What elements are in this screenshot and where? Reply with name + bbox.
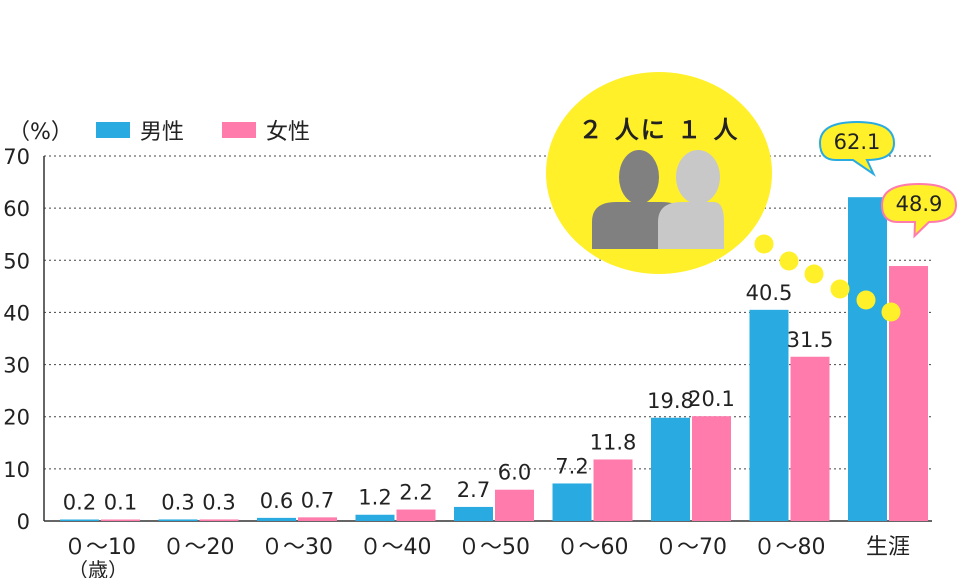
legend-label-female: 女性 (266, 120, 311, 145)
x-tick-label: ０～70 (655, 535, 727, 560)
value-label: 62.1 (834, 130, 881, 154)
value-label: 20.1 (688, 387, 735, 411)
value-label: 0.2 (63, 491, 96, 515)
value-label: 40.5 (746, 281, 793, 305)
connector-dots (754, 234, 901, 322)
y-tick-label: 10 (3, 458, 30, 482)
y-tick-labels: 0 10 20 30 40 50 60 70 (3, 145, 30, 534)
connector-dot (779, 251, 799, 271)
bar-female-5 (593, 459, 633, 521)
bar-male-1 (158, 519, 198, 521)
bar-male-2 (257, 517, 296, 521)
bar-female-7 (790, 356, 830, 521)
bar-female-1 (199, 519, 239, 521)
value-label: 0.3 (161, 490, 194, 514)
bar-male-0 (60, 519, 99, 521)
two-in-one-callout: ２ 人に １ 人 (546, 72, 772, 274)
legend-item-male: 男性 (96, 116, 185, 145)
bar-female-3 (396, 509, 436, 521)
x-tick-label: ０～20 (163, 535, 235, 560)
value-label: 0.3 (202, 490, 235, 514)
y-tick-label: 60 (3, 197, 30, 221)
legend-swatch-male (96, 122, 130, 138)
value-label: 11.8 (590, 430, 637, 454)
bubble-female (880, 182, 958, 239)
bar-male-4 (454, 506, 493, 521)
value-label: 0.6 (260, 489, 293, 513)
value-label: 19.8 (647, 389, 694, 413)
x-tick-label: ０～30 (261, 535, 333, 560)
y-tick-label: 50 (3, 249, 30, 273)
x-tick-label: 生涯 (866, 535, 910, 560)
person-light-icon (658, 150, 724, 249)
x-tick-label: ０～40 (360, 535, 432, 560)
bar-female-4 (495, 489, 534, 521)
x-tick-label: ０～10 (64, 535, 136, 560)
x-tick-label: ０～80 (754, 535, 826, 560)
value-label: 6.0 (498, 461, 531, 485)
callout-title: ２ 人に １ 人 (578, 116, 740, 144)
connector-dot (856, 290, 876, 310)
bar-male-5 (552, 483, 592, 521)
value-label: 31.5 (787, 328, 834, 352)
value-label: 48.9 (896, 192, 943, 216)
legend-label-male: 男性 (140, 120, 185, 145)
y-tick-label: 0 (17, 510, 30, 534)
x-tick-label: ０～60 (557, 535, 629, 560)
connector-dot (881, 302, 901, 322)
value-labels: 0.2 0.1 0.3 0.3 0.6 0.7 1.2 2.2 2.7 6.0 7.211.8 19.… (63, 120, 958, 515)
value-label: 7.2 (555, 454, 588, 478)
y-tick-label: 40 (3, 301, 30, 325)
bar-male-6 (651, 417, 690, 521)
connector-dot (754, 234, 774, 254)
value-label: 2.7 (457, 478, 490, 502)
y-tick-label: 20 (3, 406, 30, 430)
bar-male-8 (848, 197, 887, 521)
y-tick-label: 30 (3, 354, 30, 378)
x-tick-label: ０～50 (458, 535, 530, 560)
callout-graphic (546, 72, 772, 274)
y-tick-label: 70 (3, 145, 30, 169)
connector-dot (804, 264, 824, 284)
bubble-male (818, 120, 896, 177)
bar-male-3 (355, 514, 395, 521)
legend-item-female: 女性 (222, 116, 311, 145)
bar-female-0 (101, 519, 140, 521)
value-label: 1.2 (358, 486, 391, 510)
value-label: 2.2 (399, 481, 432, 505)
value-label: 0.1 (104, 491, 137, 515)
legend-swatch-female (222, 122, 256, 138)
bar-female-2 (298, 517, 337, 521)
y-axis-unit-label: （%） (8, 120, 73, 145)
x-tick-labels: ０～10 ０～20 ０～30 ０～40 ０～50 ０～60 ０～70 ０～80 生涯 （歳） (64, 535, 910, 578)
bars (60, 197, 928, 521)
bar-male-7 (749, 309, 789, 521)
connector-dot (830, 279, 850, 299)
x-axis-unit-label: （歳） (68, 558, 128, 578)
bar-female-6 (692, 416, 731, 521)
value-label: 0.7 (301, 488, 334, 512)
